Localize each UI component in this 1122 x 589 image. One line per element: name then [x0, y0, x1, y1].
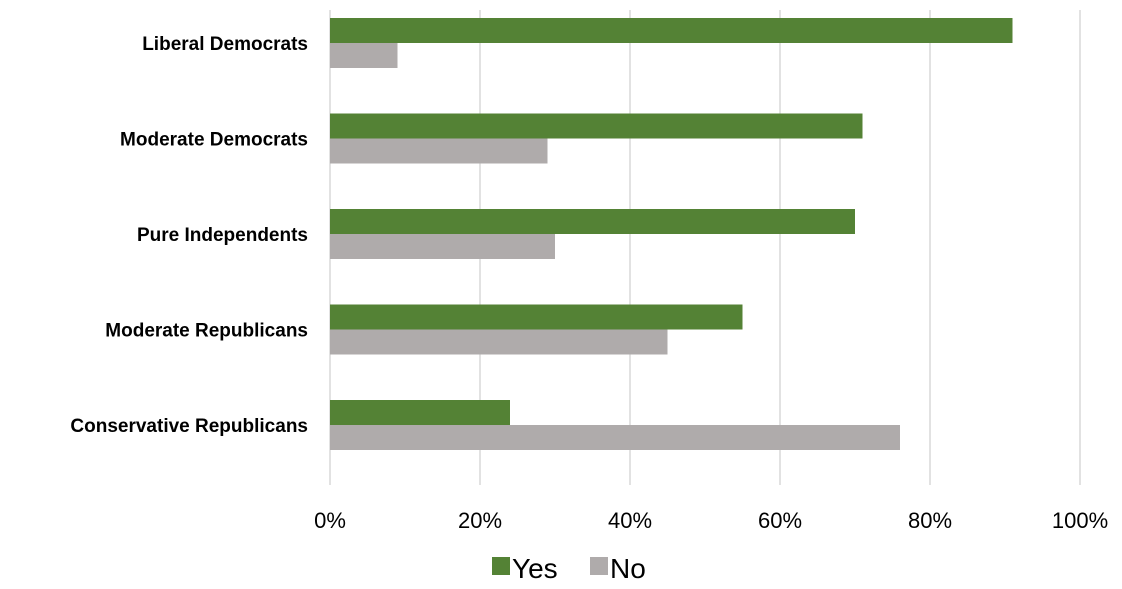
x-tick-label: 0%	[314, 508, 346, 533]
category-labels: Liberal Democrats Moderate Democrats Pure …	[70, 34, 308, 437]
category-label: Pure Independents	[137, 225, 308, 246]
bar-no	[330, 43, 398, 68]
category-label: Liberal Democrats	[142, 34, 308, 55]
bar-no	[330, 234, 555, 259]
category-label: Conservative Republicans	[70, 416, 308, 437]
x-tick-label: 60%	[758, 508, 802, 533]
legend-swatch-yes	[492, 557, 510, 575]
category-label: Moderate Democrats	[120, 130, 308, 151]
bar-yes	[330, 18, 1013, 43]
x-tick-label: 40%	[608, 508, 652, 533]
bar-yes	[330, 209, 855, 234]
x-tick-label: 80%	[908, 508, 952, 533]
legend-label-yes: Yes	[512, 553, 558, 584]
bar-no	[330, 425, 900, 450]
bar-yes	[330, 304, 743, 330]
bars	[330, 18, 1013, 450]
bar-no	[330, 329, 668, 355]
legend-swatch-no	[590, 557, 608, 575]
x-tick-label: 20%	[458, 508, 502, 533]
bar-no	[330, 138, 548, 164]
bar-yes	[330, 113, 863, 139]
legend: Yes No	[492, 553, 646, 584]
category-label: Moderate Republicans	[105, 321, 308, 342]
x-axis-ticks: 0% 20% 40% 60% 80% 100%	[314, 508, 1108, 533]
bar-yes	[330, 400, 510, 425]
x-tick-label: 100%	[1052, 508, 1108, 533]
legend-label-no: No	[610, 553, 646, 584]
